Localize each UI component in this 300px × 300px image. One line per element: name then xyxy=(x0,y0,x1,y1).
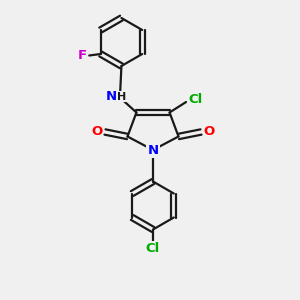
Text: F: F xyxy=(77,49,87,62)
Text: Cl: Cl xyxy=(189,93,203,106)
Text: O: O xyxy=(91,125,102,139)
Text: O: O xyxy=(204,125,215,139)
Text: N: N xyxy=(147,143,159,157)
Text: Cl: Cl xyxy=(146,242,160,255)
Text: N: N xyxy=(105,90,116,103)
Text: H: H xyxy=(117,92,126,102)
